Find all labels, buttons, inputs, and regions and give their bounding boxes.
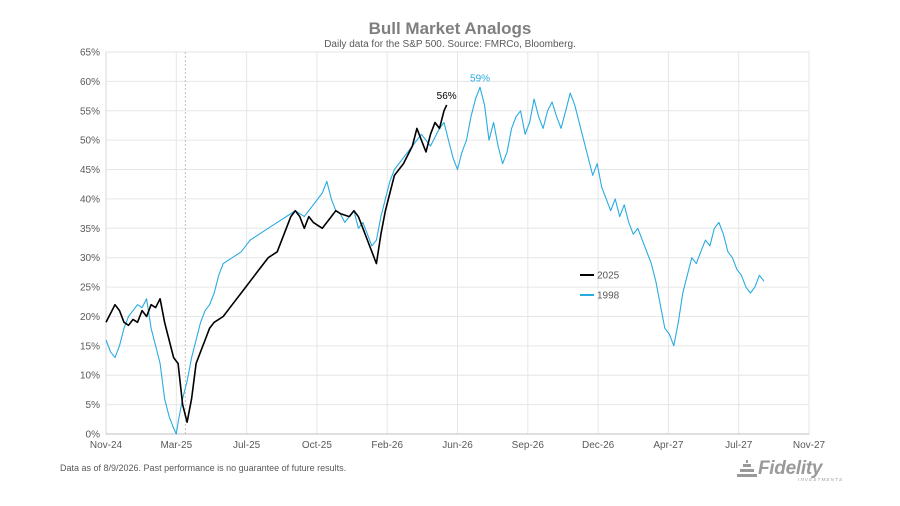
x-tick-label: Feb-26 [371, 440, 403, 451]
y-tick-label: 0% [86, 430, 101, 441]
legend-label: 2025 [597, 271, 620, 282]
chart-subtitle: Daily data for the S&P 500. Source: FMRC… [324, 39, 576, 50]
x-tick-label: Dec-26 [582, 440, 615, 451]
annotations: 56% 59% [437, 73, 490, 102]
series-group [105, 86, 765, 435]
chart-title: Bull Market Analogs [368, 19, 532, 38]
x-tick-label: Mar-25 [160, 440, 192, 451]
x-tick-label: Nov-27 [793, 440, 826, 451]
legend: 2025 1998 [580, 271, 620, 302]
series-line-1998 [105, 86, 765, 435]
y-tick-label: 40% [80, 194, 100, 205]
y-tick-label: 45% [80, 165, 100, 176]
gridlines [106, 51, 810, 435]
y-tick-label: 15% [80, 341, 100, 352]
logo-wordmark: Fidelity [758, 458, 823, 479]
annotation-label: 59% [470, 73, 490, 84]
y-tick-label: 60% [80, 77, 100, 88]
x-tick-label: Jul-25 [233, 440, 261, 451]
y-tick-label: 50% [80, 136, 100, 147]
fidelity-pyramid-icon [737, 460, 757, 477]
legend-label: 1998 [597, 291, 620, 302]
y-tick-label: 35% [80, 224, 100, 235]
x-tick-label: Oct-25 [302, 440, 332, 451]
y-tick-label: 20% [80, 312, 100, 323]
x-tick-label: Jun-26 [442, 440, 473, 451]
fidelity-logo: Fidelity INVESTMENTS [736, 458, 848, 483]
y-tick-label: 30% [80, 253, 100, 264]
x-tick-label: Apr-27 [653, 440, 683, 451]
series-line-2025 [105, 104, 448, 423]
footnote: Data as of 8/9/2026. Past performance is… [60, 463, 347, 473]
x-axis-ticks: Nov-24 Mar-25 Jul-25 Oct-25 Feb-26 Jun-26 Sep-… [90, 440, 826, 451]
x-tick-label: Sep-26 [512, 440, 545, 451]
y-tick-label: 10% [80, 371, 100, 382]
y-tick-label: 25% [80, 283, 100, 294]
x-tick-label: Jul-27 [725, 440, 753, 451]
y-axis-ticks: 0% 5% 10% 15% 20% 25% 30% 35% 40% 45% 50% 55% 60% 65% [80, 48, 100, 441]
y-tick-label: 65% [80, 48, 100, 59]
y-tick-label: 55% [80, 106, 100, 117]
x-tick-label: Nov-24 [90, 440, 123, 451]
annotation-label: 56% [437, 91, 457, 102]
y-tick-label: 5% [86, 400, 101, 411]
logo-subtext: INVESTMENTS [798, 477, 844, 482]
